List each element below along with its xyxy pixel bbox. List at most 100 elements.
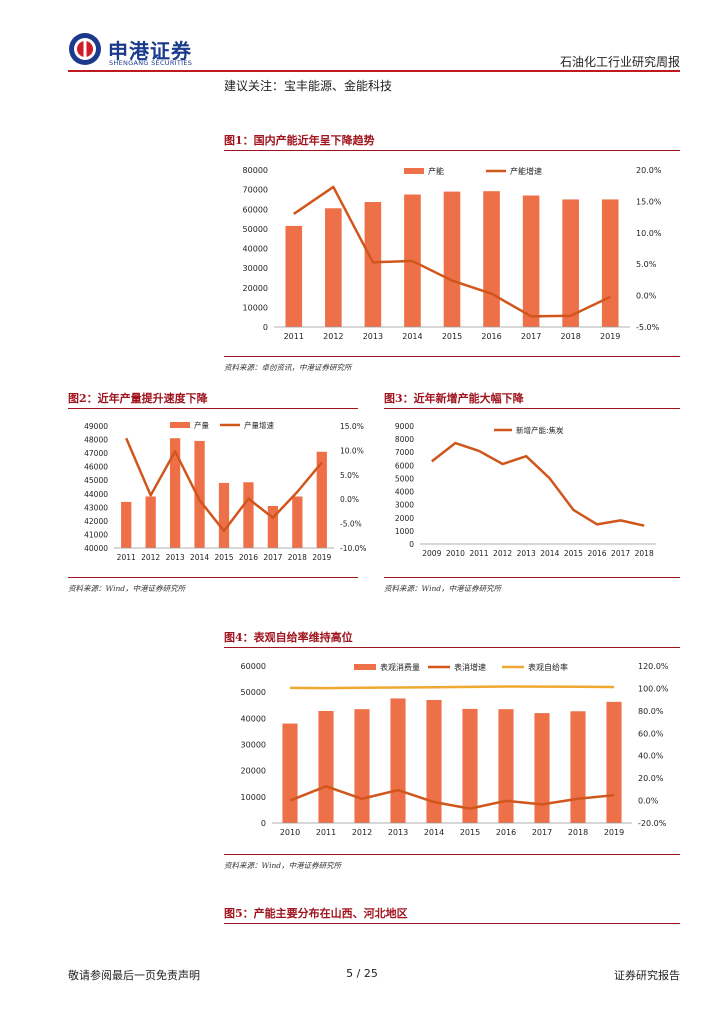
fig3-bottom-rule	[384, 577, 680, 578]
chart-bar	[292, 496, 303, 548]
y-right-tick-label: 80.0%	[638, 707, 664, 716]
y-left-tick-label: 48000	[84, 436, 108, 445]
chart-bar	[285, 225, 303, 327]
x-tick-label: 2014	[402, 332, 422, 341]
chart-bar	[325, 208, 342, 327]
chart-bar	[267, 505, 279, 548]
y-left-tick-label: 44000	[84, 490, 108, 499]
fig1-bottom-rule	[224, 356, 680, 357]
x-tick-label: 2013	[388, 828, 408, 837]
header-divider	[68, 70, 680, 72]
y-right-tick-label: -10.0%	[340, 544, 367, 553]
legend-label: 表消增速	[454, 662, 486, 672]
x-tick-label: 2018	[560, 332, 580, 341]
fig3-source: 资料来源：Wind，中港证券研究所	[384, 584, 502, 593]
x-tick-label: 2015	[442, 332, 462, 341]
chart-bar	[606, 701, 622, 823]
x-tick-label: 2019	[312, 553, 331, 562]
y-right-tick-label: -20.0%	[638, 819, 667, 828]
x-tick-label: 2018	[568, 828, 588, 837]
y-right-tick-label: 20.0%	[638, 774, 664, 783]
y-left-tick-label: 70000	[243, 186, 268, 195]
y-left-tick-label: 9000	[395, 422, 414, 431]
x-tick-label: 2011	[284, 332, 304, 341]
x-tick-label: 2018	[635, 549, 654, 558]
fig1-chart: 0 10000 20000 30000 40000 50000 60000 70000 8000…	[243, 166, 662, 341]
chart-series-line	[289, 785, 615, 810]
footer-label: 证券研究报告	[614, 969, 680, 982]
x-tick-label: 2010	[280, 828, 300, 837]
fig3-title: 图3：近年新增产能大幅下降	[384, 392, 524, 405]
legend-label: 产能	[428, 166, 444, 176]
y-right-tick-label: -5.0%	[636, 323, 660, 332]
fig3-chart: 0 1000 2000 3000 4000 5000 6000 7000 8000 9000 200…	[395, 422, 656, 558]
brand-name: 申港证券	[108, 39, 192, 63]
y-left-tick-label: 0	[261, 819, 266, 828]
chart-bar	[354, 709, 370, 823]
y-left-tick-label: 5000	[395, 474, 414, 483]
fig4-chart: 0 10000 20000 30000 40000 50000 60000 -20.0% 0.0…	[241, 662, 669, 837]
y-left-tick-label: 8000	[395, 435, 414, 444]
fig4-bottom-rule	[224, 854, 680, 855]
y-left-tick-label: 10000	[243, 303, 268, 312]
y-left-tick-label: 0	[409, 540, 414, 549]
y-left-tick-label: 20000	[243, 284, 268, 293]
legend-swatch	[404, 168, 424, 174]
chart-series-line	[431, 441, 645, 527]
x-tick-label: 2012	[493, 549, 512, 558]
x-tick-label: 2019	[600, 332, 620, 341]
y-right-tick-label: 120.0%	[638, 662, 669, 671]
y-left-tick-label: 30000	[243, 264, 268, 273]
y-right-tick-label: 100.0%	[638, 684, 669, 693]
x-tick-label: 2011	[316, 828, 336, 837]
x-tick-label: 2019	[604, 828, 624, 837]
x-tick-label: 2017	[532, 828, 552, 837]
y-left-tick-label: 40000	[241, 714, 266, 723]
y-right-tick-label: 10.0%	[636, 229, 662, 238]
chart-bar	[601, 199, 619, 327]
fig4-top-rule	[224, 647, 680, 648]
y-left-tick-label: 46000	[84, 463, 108, 472]
x-tick-label: 2015	[564, 549, 583, 558]
page-number: 5 / 25	[346, 967, 378, 980]
fig2-chart: 40000 41000 42000 43000 44000 45000 46000 47000…	[84, 420, 367, 562]
y-right-tick-label: 5.0%	[636, 260, 657, 269]
x-tick-label: 2012	[141, 553, 160, 562]
chart-bar	[570, 711, 586, 823]
fig2-bottom-rule	[68, 577, 358, 578]
chart-bar	[443, 191, 461, 327]
x-tick-label: 2014	[540, 549, 559, 558]
y-left-tick-label: 60000	[241, 662, 266, 671]
y-left-tick-label: 1000	[395, 527, 414, 536]
x-tick-label: 2012	[352, 828, 372, 837]
x-tick-label: 2013	[166, 553, 185, 562]
x-tick-label: 2009	[422, 549, 441, 558]
x-tick-label: 2016	[496, 828, 516, 837]
legend-label: 表观消费量	[380, 662, 420, 672]
chart-bar	[194, 440, 205, 548]
chart-bar	[426, 700, 442, 823]
chart-bar	[169, 438, 181, 548]
y-right-tick-label: 15.0%	[636, 197, 662, 206]
y-left-tick-label: 43000	[84, 503, 108, 512]
company-logo-icon	[69, 33, 101, 65]
y-left-tick-label: 40000	[84, 544, 108, 553]
fig1-top-rule	[224, 150, 680, 151]
fig2-top-rule	[68, 408, 358, 409]
y-left-tick-label: 20000	[241, 767, 266, 776]
fig2-source: 资料来源：Wind，中港证券研究所	[68, 584, 186, 593]
fig1-title: 图1：国内产能近年呈下降趋势	[224, 134, 375, 147]
x-tick-label: 2018	[288, 553, 307, 562]
chart-series-line	[289, 685, 615, 690]
y-right-tick-label: 60.0%	[638, 729, 664, 738]
x-tick-label: 2016	[587, 549, 606, 558]
y-left-tick-label: 49000	[84, 422, 108, 431]
x-tick-label: 2017	[263, 553, 282, 562]
x-tick-label: 2015	[460, 828, 480, 837]
chart-bar	[364, 201, 382, 327]
fig5-top-rule	[224, 923, 680, 924]
legend-label: 产量	[194, 420, 209, 430]
chart-bar	[218, 482, 230, 548]
recommendation-text: 建议关注：宝丰能源、金能科技	[224, 79, 393, 93]
chart-bar	[145, 496, 156, 548]
